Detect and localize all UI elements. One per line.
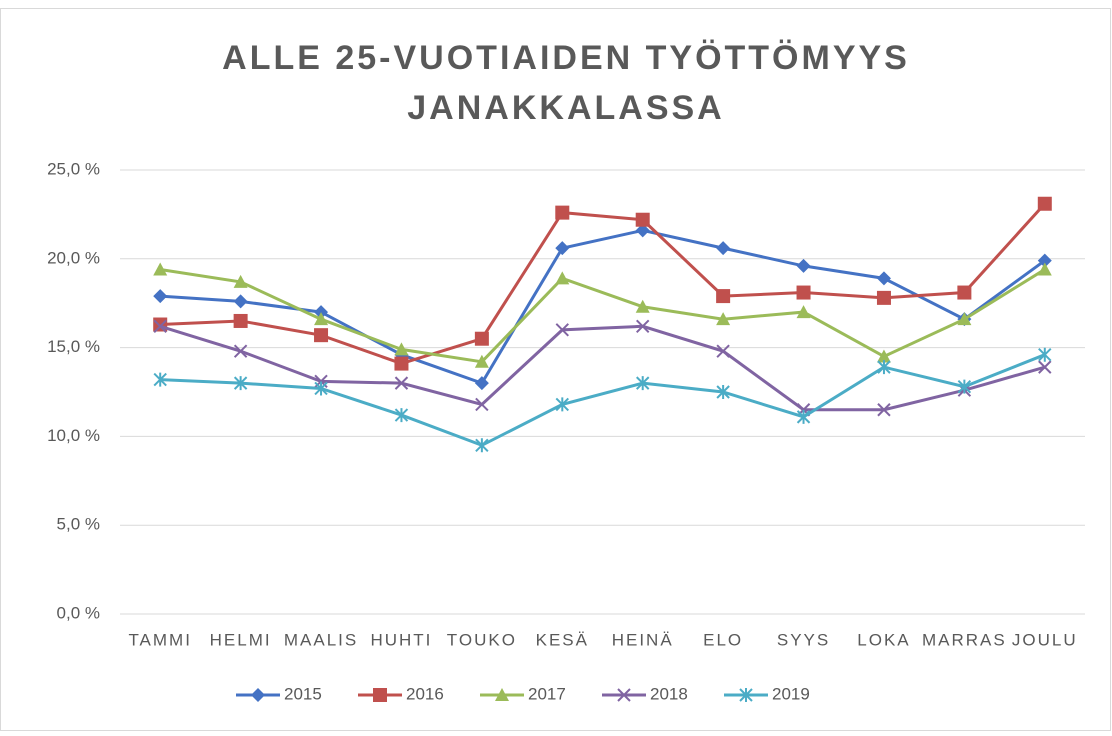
x-tick-label: ELO bbox=[703, 630, 743, 649]
data-point bbox=[796, 409, 811, 424]
series-line bbox=[160, 353, 1046, 447]
data-point bbox=[876, 349, 891, 363]
data-point bbox=[153, 317, 168, 332]
data-point bbox=[475, 397, 489, 412]
data-point bbox=[153, 372, 167, 387]
data-point bbox=[957, 379, 972, 394]
y-tick-label: 0,0 % bbox=[57, 603, 100, 622]
data-point bbox=[1037, 262, 1052, 276]
y-tick-label: 20,0 % bbox=[47, 248, 100, 267]
legend-marker bbox=[739, 688, 753, 702]
data-point bbox=[957, 285, 972, 300]
x-tick-label: TOUKO bbox=[447, 630, 517, 649]
x-tick-label: LOKA bbox=[857, 630, 910, 649]
data-point bbox=[555, 323, 569, 337]
legend-label: 2017 bbox=[528, 684, 566, 703]
legend-marker bbox=[617, 688, 631, 702]
data-point bbox=[877, 403, 891, 417]
data-point bbox=[716, 344, 730, 358]
y-tick-label: 25,0 % bbox=[47, 159, 100, 178]
series-line bbox=[160, 228, 1046, 385]
data-point bbox=[1038, 347, 1052, 362]
data-point bbox=[555, 205, 570, 220]
x-tick-label: JOULU bbox=[1012, 630, 1078, 649]
x-tick-label: KESÄ bbox=[536, 630, 589, 649]
data-point bbox=[796, 305, 811, 319]
legend-marker bbox=[373, 688, 387, 702]
data-point bbox=[716, 241, 731, 256]
legend-label: 2018 bbox=[650, 684, 688, 703]
x-tick-label: MARRAS bbox=[922, 630, 1007, 649]
series-line bbox=[159, 324, 1046, 412]
chart-border bbox=[0, 8, 1111, 731]
x-tick-label: TAMMI bbox=[128, 630, 192, 649]
data-point bbox=[475, 438, 489, 453]
data-point bbox=[394, 376, 409, 390]
data-point bbox=[555, 397, 569, 412]
data-point bbox=[233, 274, 248, 288]
legend-label: 2015 bbox=[284, 684, 322, 703]
data-point bbox=[876, 290, 891, 305]
data-point bbox=[474, 376, 489, 391]
data-point bbox=[635, 212, 650, 227]
data-point bbox=[314, 381, 328, 396]
x-tick-label: HEINÄ bbox=[612, 630, 674, 649]
y-tick-label: 10,0 % bbox=[47, 426, 100, 445]
data-point bbox=[474, 354, 489, 368]
data-point bbox=[555, 271, 570, 285]
data-point bbox=[877, 360, 891, 375]
data-point bbox=[635, 299, 650, 313]
data-point bbox=[153, 262, 168, 276]
data-point bbox=[796, 258, 811, 273]
legend-label: 2016 bbox=[406, 684, 444, 703]
legend-marker bbox=[251, 688, 265, 702]
data-point bbox=[957, 312, 972, 326]
data-point bbox=[796, 285, 811, 300]
y-tick-label: 5,0 % bbox=[57, 515, 100, 534]
data-point bbox=[555, 241, 570, 256]
data-point bbox=[233, 344, 248, 358]
data-point bbox=[314, 305, 329, 320]
data-point bbox=[233, 376, 248, 391]
x-tick-label: SYYS bbox=[777, 630, 830, 649]
data-point bbox=[716, 289, 731, 304]
data-point bbox=[233, 313, 248, 328]
x-tick-label: HELMI bbox=[210, 630, 272, 649]
data-point bbox=[1037, 196, 1052, 211]
legend-marker bbox=[495, 688, 509, 701]
data-point bbox=[1037, 253, 1052, 268]
chart-title: JANAKKALASSA bbox=[407, 89, 724, 127]
data-point bbox=[153, 289, 168, 304]
data-point bbox=[314, 328, 329, 343]
data-point bbox=[636, 376, 650, 391]
data-point bbox=[153, 319, 167, 333]
y-tick-label: 15,0 % bbox=[47, 337, 100, 356]
x-tick-label: MAALIS bbox=[284, 630, 358, 649]
data-point bbox=[314, 312, 329, 326]
data-point bbox=[636, 319, 650, 333]
data-point bbox=[474, 331, 489, 346]
data-point bbox=[876, 271, 891, 286]
data-point bbox=[233, 294, 248, 309]
data-point bbox=[716, 312, 731, 326]
chart-title: ALLE 25-VUOTIAIDEN TYÖTTÖMYYS bbox=[222, 39, 910, 77]
legend-label: 2019 bbox=[772, 684, 810, 703]
data-point bbox=[394, 356, 409, 371]
series-line bbox=[160, 202, 1046, 366]
x-tick-label: HUHTI bbox=[370, 630, 432, 649]
data-point bbox=[394, 342, 409, 356]
data-point bbox=[394, 408, 409, 423]
data-point bbox=[716, 385, 730, 399]
data-point bbox=[1038, 360, 1052, 374]
data-point bbox=[635, 223, 650, 238]
series-line bbox=[159, 267, 1046, 364]
